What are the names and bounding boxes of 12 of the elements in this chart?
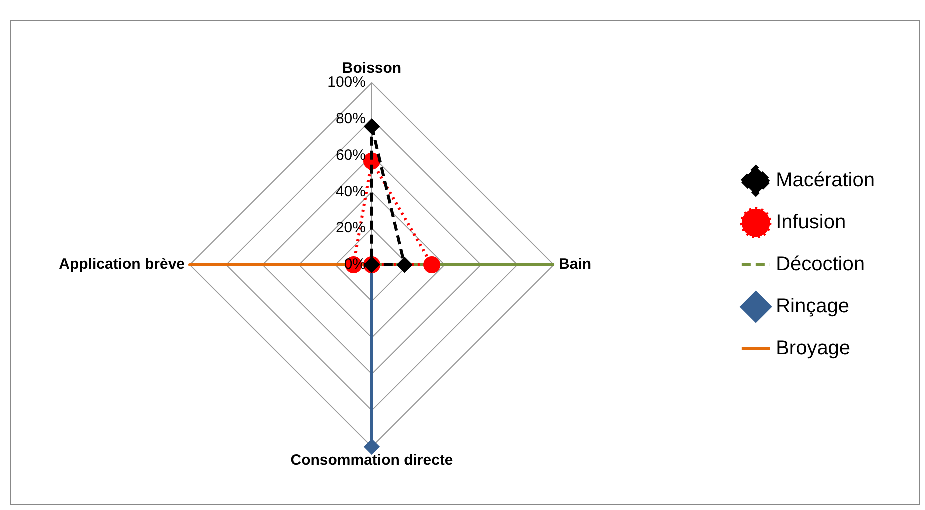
spoke-label: Bain	[559, 256, 592, 274]
legend-label: Infusion	[776, 212, 846, 234]
y-tick-label: 20%	[336, 220, 366, 237]
legend-label: Décoction	[776, 254, 865, 276]
y-tick-label: 80%	[336, 110, 366, 128]
spoke-label: Application brève	[59, 256, 185, 274]
legend-label: Rinçage	[776, 296, 850, 318]
legend-label: Broyage	[776, 338, 851, 360]
y-tick-label: 60%	[336, 146, 366, 164]
spoke-label: Consommation directe	[290, 452, 454, 470]
legend-label: Macération	[776, 170, 875, 192]
y-tick-label: 40%	[336, 183, 366, 200]
